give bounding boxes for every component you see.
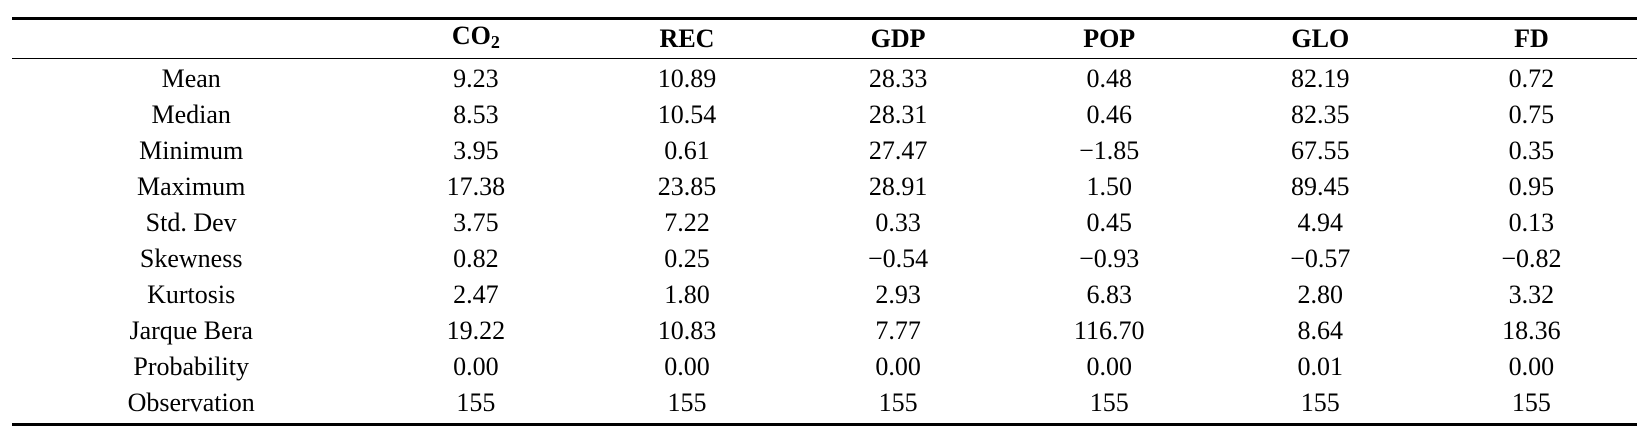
column-header-glo-main: GLO <box>1291 24 1350 53</box>
table-cell: 0.33 <box>875 208 921 237</box>
table-cell: 10.89 <box>657 64 717 93</box>
table-cell: 0.48 <box>1086 64 1132 93</box>
column-header-co2-subscript: 2 <box>490 32 500 52</box>
table-cell: 4.94 <box>1297 208 1344 237</box>
table-cell: 0.35 <box>1508 136 1555 165</box>
column-header-gdp: GDP <box>792 18 1004 59</box>
table-cell: 0.45 <box>1086 208 1132 237</box>
table-cell: 0.00 <box>875 352 921 381</box>
table-cell: 3.75 <box>453 208 499 237</box>
table-cell: 7.22 <box>664 208 710 237</box>
table-cell: 3.95 <box>453 136 499 165</box>
table-cell: 0.82 <box>453 244 499 273</box>
table-row: Mean 9.23 10.89 28.33 0.48 82.19 0.72 <box>12 59 1637 98</box>
column-header-co2: CO2 <box>370 18 582 59</box>
row-label: Median <box>151 100 231 129</box>
table-cell: 9.23 <box>453 64 499 93</box>
table-cell: 10.83 <box>657 316 717 345</box>
table-cell: 0.00 <box>664 352 710 381</box>
table-row: Std. Dev 3.75 7.22 0.33 0.45 4.94 0.13 <box>12 205 1637 241</box>
column-header-glo: GLO <box>1214 18 1426 59</box>
table-cell: 0.75 <box>1508 100 1555 129</box>
row-label: Mean <box>161 64 221 93</box>
table-row: Minimum 3.95 0.61 27.47 −1.85 67.55 0.35 <box>12 133 1637 169</box>
table-cell: 155 <box>1300 388 1340 417</box>
table-cell: 155 <box>1511 388 1551 417</box>
row-label: Std. Dev <box>145 208 237 237</box>
table-cell: 10.54 <box>657 100 717 129</box>
table-cell: 8.53 <box>453 100 499 129</box>
row-label: Jarque Bera <box>129 316 253 345</box>
table-cell: −0.82 <box>1501 244 1562 273</box>
table-cell: 0.00 <box>1508 352 1555 381</box>
table-cell: 82.35 <box>1291 100 1350 129</box>
header-row: CO2 REC GDP POP GLO FD <box>12 18 1637 59</box>
table-row: Kurtosis 2.47 1.80 2.93 6.83 2.80 3.32 <box>12 277 1637 313</box>
table-row: Median 8.53 10.54 28.31 0.46 82.35 0.75 <box>12 97 1637 133</box>
header-corner-cell <box>12 18 371 59</box>
table-cell: 82.19 <box>1291 64 1350 93</box>
row-label: Skewness <box>139 244 243 273</box>
table-cell: 2.47 <box>453 280 499 309</box>
table-cell: 89.45 <box>1291 172 1350 201</box>
table-cell: 1.80 <box>664 280 710 309</box>
table-cell: 28.31 <box>868 100 928 129</box>
row-label: Maximum <box>137 172 246 201</box>
column-header-co2-main: CO <box>451 21 491 50</box>
table-cell: 23.85 <box>657 172 717 201</box>
table-row: Jarque Bera 19.22 10.83 7.77 116.70 8.64 18.36 <box>12 313 1637 349</box>
table-cell: 0.00 <box>453 352 499 381</box>
column-header-fd-main: FD <box>1514 24 1549 53</box>
row-label: Probability <box>133 352 249 381</box>
column-header-rec-main: REC <box>659 24 715 53</box>
table-cell: 2.93 <box>875 280 921 309</box>
table-cell: 155 <box>456 388 496 417</box>
column-header-pop-main: POP <box>1083 24 1136 53</box>
table-cell: 0.46 <box>1086 100 1132 129</box>
row-label: Observation <box>127 388 255 417</box>
table-cell: 28.33 <box>868 64 928 93</box>
table-cell: 18.36 <box>1502 316 1561 345</box>
column-header-rec: REC <box>581 18 793 59</box>
table-cell: −0.93 <box>1079 244 1140 273</box>
table-cell: 6.83 <box>1086 280 1132 309</box>
table-body: Mean 9.23 10.89 28.33 0.48 82.19 0.72 Median 8.5… <box>12 59 1637 425</box>
table-cell: 155 <box>667 388 707 417</box>
row-label: Kurtosis <box>147 280 236 309</box>
column-header-gdp-main: GDP <box>870 24 926 53</box>
table-row: Skewness 0.82 0.25 −0.54 −0.93 −0.57 −0.82 <box>12 241 1637 277</box>
table-cell: 155 <box>878 388 918 417</box>
table-cell: 155 <box>1089 388 1129 417</box>
table-row: Observation 155 155 155 155 155 155 <box>12 385 1637 425</box>
table-cell: −0.57 <box>1290 244 1351 273</box>
table-cell: −1.85 <box>1079 136 1140 165</box>
table-cell: 8.64 <box>1297 316 1344 345</box>
descriptive-statistics-table: CO2 REC GDP POP GLO FD Mean 9.23 10.89 28.3… <box>12 17 1637 426</box>
table-cell: 67.55 <box>1291 136 1350 165</box>
table-header: CO2 REC GDP POP GLO FD <box>12 18 1637 59</box>
column-header-pop: POP <box>1003 18 1215 59</box>
table-cell: 0.00 <box>1086 352 1132 381</box>
table-cell: 17.38 <box>446 172 506 201</box>
table-cell: 0.61 <box>664 136 710 165</box>
row-label: Minimum <box>139 136 244 165</box>
table-cell: 2.80 <box>1297 280 1344 309</box>
table-cell: 28.91 <box>868 172 928 201</box>
table-cell: 0.95 <box>1508 172 1555 201</box>
table-cell: 1.50 <box>1086 172 1132 201</box>
table-cell: 0.25 <box>664 244 710 273</box>
column-header-fd: FD <box>1425 18 1637 59</box>
table-row: Probability 0.00 0.00 0.00 0.00 0.01 0.00 <box>12 349 1637 385</box>
table-cell: 3.32 <box>1508 280 1555 309</box>
table-row: Maximum 17.38 23.85 28.91 1.50 89.45 0.95 <box>12 169 1637 205</box>
table-cell: 116.70 <box>1073 316 1145 345</box>
table-cell: 0.01 <box>1297 352 1344 381</box>
table-cell: 27.47 <box>868 136 928 165</box>
table-cell: 0.72 <box>1508 64 1555 93</box>
table-cell: 0.13 <box>1508 208 1555 237</box>
table-cell: −0.54 <box>868 244 929 273</box>
table-cell: 7.77 <box>875 316 921 345</box>
table-cell: 19.22 <box>446 316 506 345</box>
